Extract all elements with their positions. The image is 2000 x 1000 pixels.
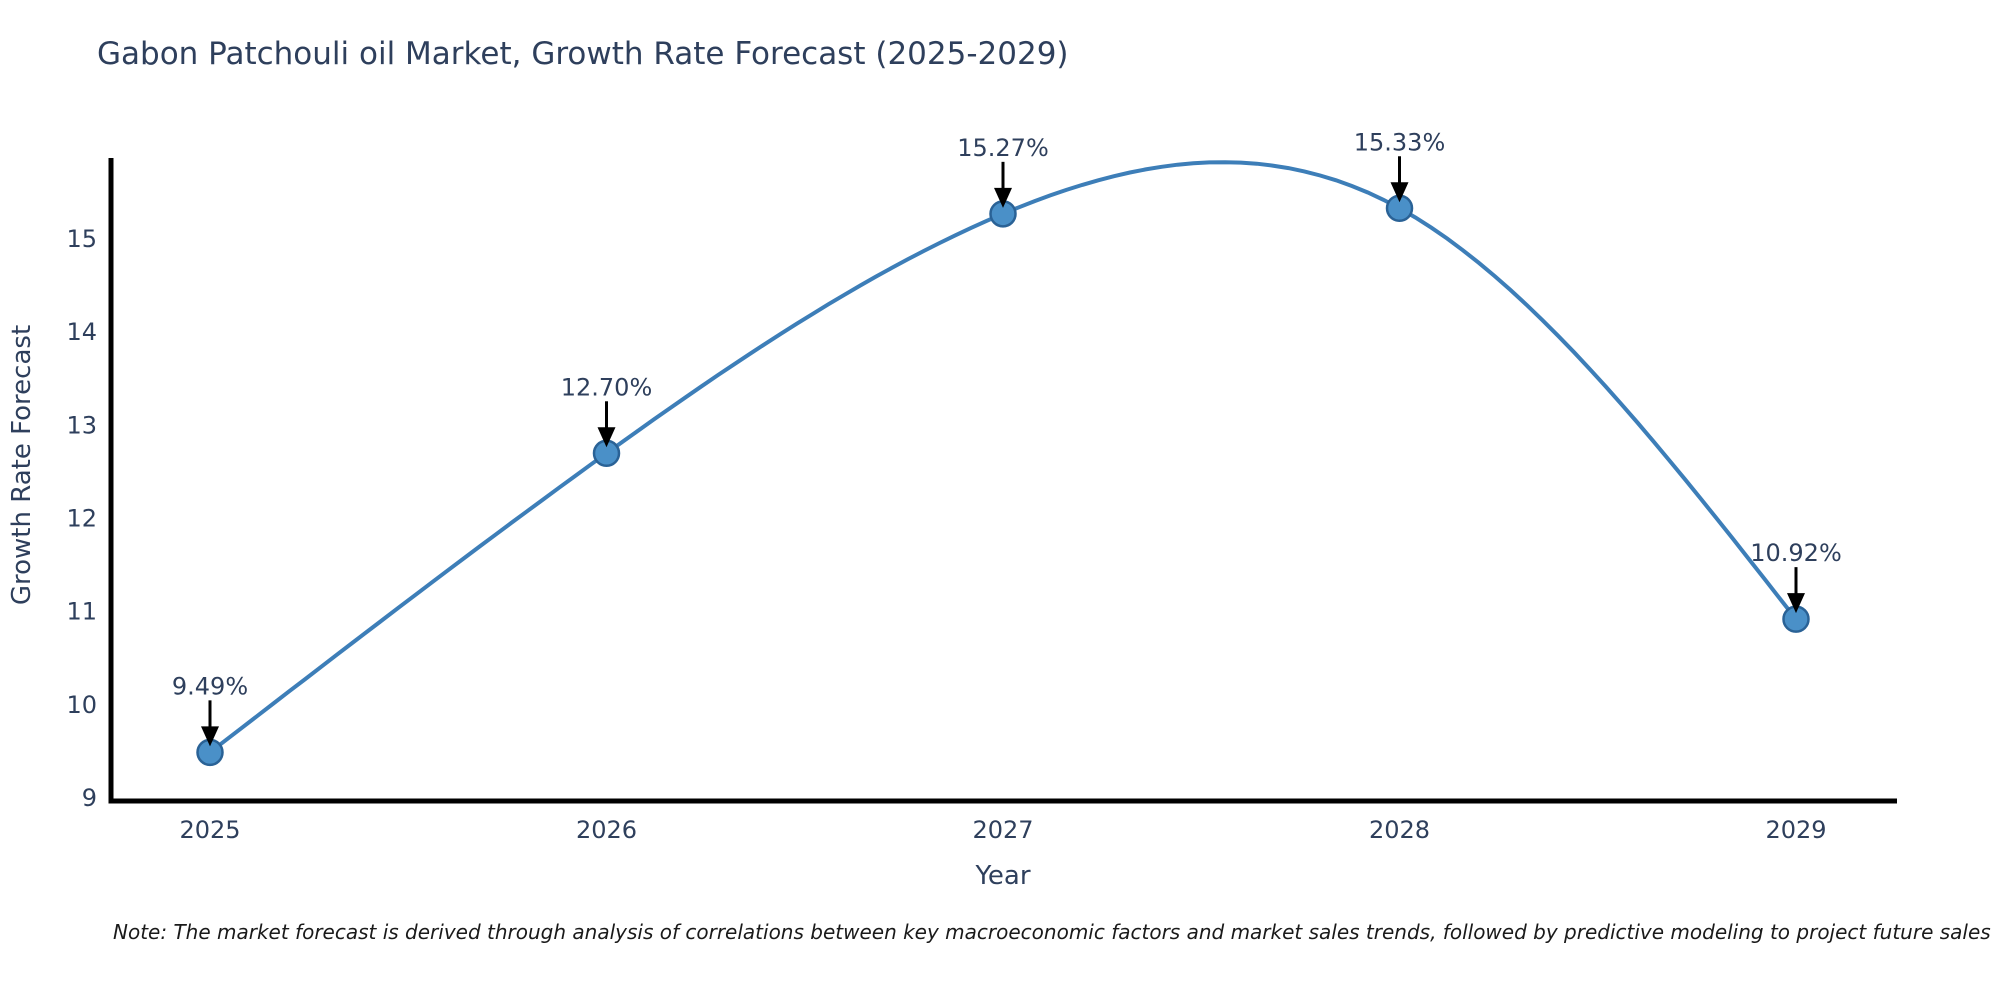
annotation-arrowhead <box>994 187 1012 208</box>
chart-title: Gabon Patchouli oil Market, Growth Rate … <box>97 36 1069 72</box>
y-tick-label: 13 <box>66 411 97 439</box>
annotation-label: 10.92% <box>1750 539 1842 567</box>
y-tick-label: 11 <box>66 598 97 626</box>
x-tick-label: 2026 <box>576 816 637 844</box>
x-tick-label: 2028 <box>1369 816 1430 844</box>
y-tick-label: 9 <box>82 784 97 812</box>
annotation-arrowhead <box>1390 182 1409 203</box>
y-tick-label: 14 <box>66 318 97 346</box>
annotation-label: 12.70% <box>561 373 653 401</box>
y-axis-title: Growth Rate Forecast <box>7 325 37 605</box>
x-tick-label: 2025 <box>179 816 240 844</box>
annotation-arrowhead <box>597 427 616 448</box>
annotation-arrowhead <box>201 726 219 747</box>
annotation-label: 15.33% <box>1354 128 1446 156</box>
annotation-label: 9.49% <box>172 672 248 700</box>
annotation-arrowhead <box>1787 593 1805 614</box>
annotation-label: 15.27% <box>957 134 1049 162</box>
y-tick-label: 15 <box>66 225 97 253</box>
trend-line <box>208 160 1798 755</box>
footnote: Note: The market forecast is derived thr… <box>113 920 1991 944</box>
x-tick-label: 2027 <box>972 816 1033 844</box>
y-tick-label: 12 <box>66 504 97 532</box>
x-tick-label: 2029 <box>1765 816 1826 844</box>
y-tick-label: 10 <box>66 691 97 719</box>
x-axis-title: Year <box>974 861 1030 891</box>
